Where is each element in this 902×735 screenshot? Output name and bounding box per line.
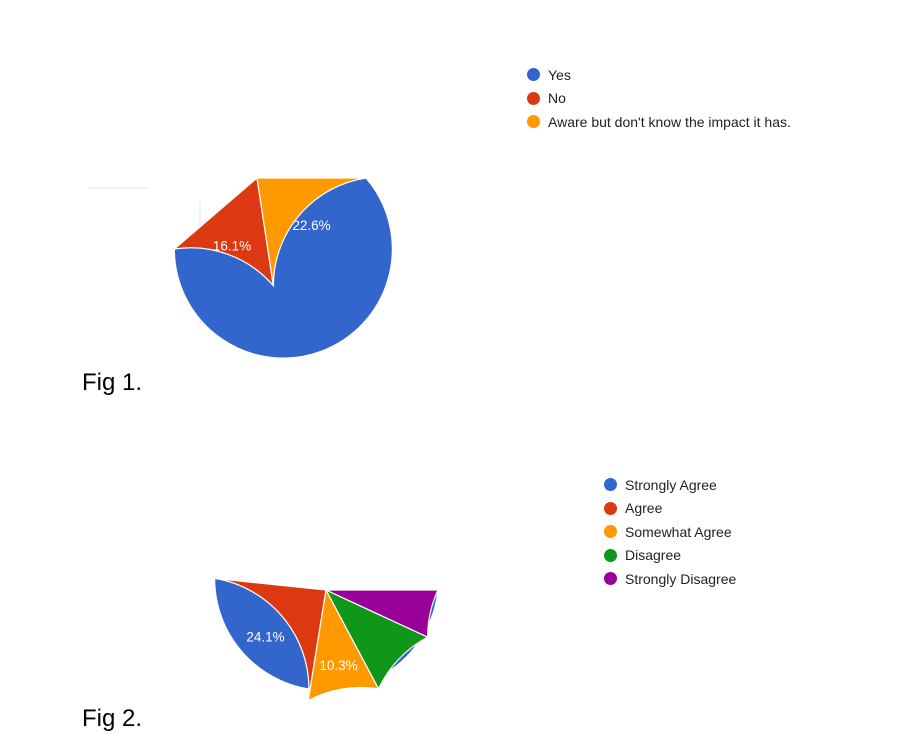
legend-item: Aware but don't know the impact it has. xyxy=(527,110,791,134)
pie-slice-somewhat-agree xyxy=(307,588,380,702)
pie-slice-agree xyxy=(214,577,327,701)
legend-item: Somewhat Agree xyxy=(604,520,736,544)
slice-label: 24.1% xyxy=(246,629,284,644)
legend-swatch-icon xyxy=(527,115,540,129)
legend-label: Strongly Agree xyxy=(625,476,717,493)
legend-label: Yes xyxy=(548,66,571,83)
legend-swatch-icon xyxy=(604,501,617,515)
slice-label: 61.3% xyxy=(213,104,251,119)
legend-label: Disagree xyxy=(625,547,682,564)
legend-item: Yes xyxy=(527,63,791,87)
legend-item: No xyxy=(527,87,791,111)
legend-fig-1: Yes No Aware but don't know the impact it … xyxy=(527,63,791,134)
legend-item: Strongly Disagree xyxy=(604,567,736,591)
figure-caption-1: Fig 1. xyxy=(82,369,143,396)
legend-label: No xyxy=(548,90,566,107)
pie-chart-fig-1: 61.3% 16.1% 22.6% xyxy=(172,104,393,359)
pie-slice-strongly-disagree xyxy=(325,589,439,639)
legend-label: Somewhat Agree xyxy=(625,523,732,540)
legend-fig-2: Strongly Agree Agree Somewhat Agree Disagre… xyxy=(604,473,736,591)
slice-label: 10.3% xyxy=(319,658,357,673)
legend-swatch-icon xyxy=(604,572,617,586)
legend-item: Agree xyxy=(604,497,736,521)
legend-label: Aware but don't know the impact it has. xyxy=(548,113,791,130)
slice-label: 22.6% xyxy=(292,218,330,233)
legend-swatch-icon xyxy=(604,478,617,492)
faint-guide-horizontal xyxy=(88,187,148,189)
slice-label: 16.1% xyxy=(213,238,251,253)
legend-swatch-icon xyxy=(604,525,617,539)
legend-swatch-icon xyxy=(604,548,617,562)
pie-chart-fig-2: 48.3% 24.1% 10.3% xyxy=(214,507,439,702)
legend-swatch-icon xyxy=(527,68,540,82)
legend-label: Agree xyxy=(625,500,663,517)
slice-label: 48.3% xyxy=(311,507,349,522)
figure-caption-2: Fig 2. xyxy=(82,705,143,732)
legend-swatch-icon xyxy=(527,91,540,105)
legend-label: Strongly Disagree xyxy=(625,570,737,587)
pie-slice-aware-but-don-t-know-the-impact-it-has xyxy=(256,177,367,286)
pie-slice-disagree xyxy=(324,588,429,691)
legend-item: Strongly Agree xyxy=(604,473,736,497)
legend-item: Disagree xyxy=(604,544,736,568)
pie-slice-no xyxy=(172,176,275,288)
